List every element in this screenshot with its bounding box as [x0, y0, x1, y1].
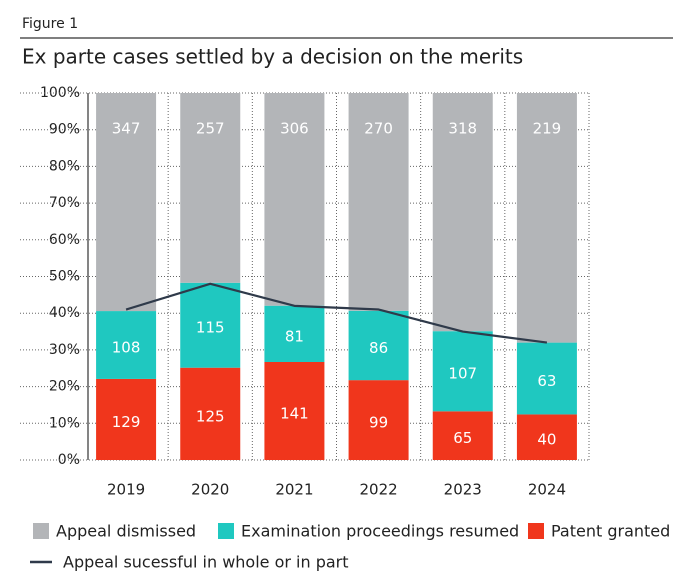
- bar-segment: [432, 93, 493, 332]
- legend-label: Patent granted: [551, 522, 670, 541]
- data-label: 257: [196, 120, 225, 138]
- y-tick-label: 20%: [49, 379, 80, 395]
- bar-segment: [264, 361, 325, 460]
- data-label: 219: [533, 120, 562, 138]
- bar-segment: [96, 311, 157, 379]
- data-label: 40: [537, 431, 556, 449]
- y-tick-label: 70%: [49, 195, 80, 211]
- x-tick-label: 2024: [528, 481, 566, 499]
- y-tick-label: 10%: [49, 415, 80, 431]
- legend-swatch: [33, 523, 49, 539]
- bar-segment: [180, 282, 241, 368]
- data-label: 318: [448, 120, 477, 138]
- data-label: 347: [112, 120, 141, 138]
- data-label: 125: [196, 407, 225, 425]
- x-tick-label: 2023: [444, 481, 482, 499]
- y-tick-label: 30%: [49, 342, 80, 358]
- bar-segment: [96, 93, 157, 312]
- data-label: 306: [280, 120, 309, 138]
- data-label: 270: [364, 120, 393, 138]
- figure-label: Figure 1: [22, 16, 78, 32]
- data-label: 129: [112, 413, 141, 431]
- legend-label: Appeal dismissed: [56, 522, 196, 541]
- data-label: 65: [453, 429, 472, 447]
- legend-swatch: [528, 523, 544, 539]
- x-tick-label: 2019: [107, 481, 145, 499]
- y-tick-label: 60%: [49, 232, 80, 248]
- bar-segment: [516, 414, 577, 460]
- data-label: 81: [285, 327, 304, 345]
- bar-segment: [264, 93, 325, 306]
- bar-segment: [432, 411, 493, 460]
- bar-segment: [348, 380, 409, 460]
- bar-segment: [180, 93, 241, 283]
- data-label: 99: [369, 414, 388, 432]
- bar-segment: [432, 331, 493, 412]
- legend-label: Appeal sucessful in whole or in part: [63, 553, 349, 572]
- bar-segment: [516, 342, 577, 415]
- y-tick-label: 40%: [49, 305, 80, 321]
- data-label: 107: [448, 365, 477, 383]
- legend-label: Examination proceedings resumed: [241, 522, 519, 541]
- data-label: 108: [112, 338, 141, 356]
- legend-swatch: [218, 523, 234, 539]
- bar-segment: [264, 305, 325, 362]
- bar-segment: [348, 310, 409, 381]
- y-tick-label: 80%: [49, 158, 80, 174]
- bar-segment: [180, 367, 241, 460]
- line-series: [125, 282, 548, 344]
- x-tick-label: 2021: [275, 481, 313, 499]
- data-label: 63: [537, 372, 556, 390]
- x-tick-label: 2022: [359, 481, 397, 499]
- data-label: 86: [369, 339, 388, 357]
- bar-segment: [348, 93, 409, 311]
- y-tick-label: 90%: [49, 122, 80, 138]
- bar-segment: [516, 93, 577, 343]
- data-label: 141: [280, 404, 309, 422]
- bar-segment: [96, 378, 157, 460]
- x-tick-label: 2020: [191, 481, 229, 499]
- chart-title: Ex parte cases settled by a decision on …: [22, 45, 523, 69]
- y-tick-label: 50%: [49, 269, 80, 285]
- data-label: 115: [196, 319, 225, 337]
